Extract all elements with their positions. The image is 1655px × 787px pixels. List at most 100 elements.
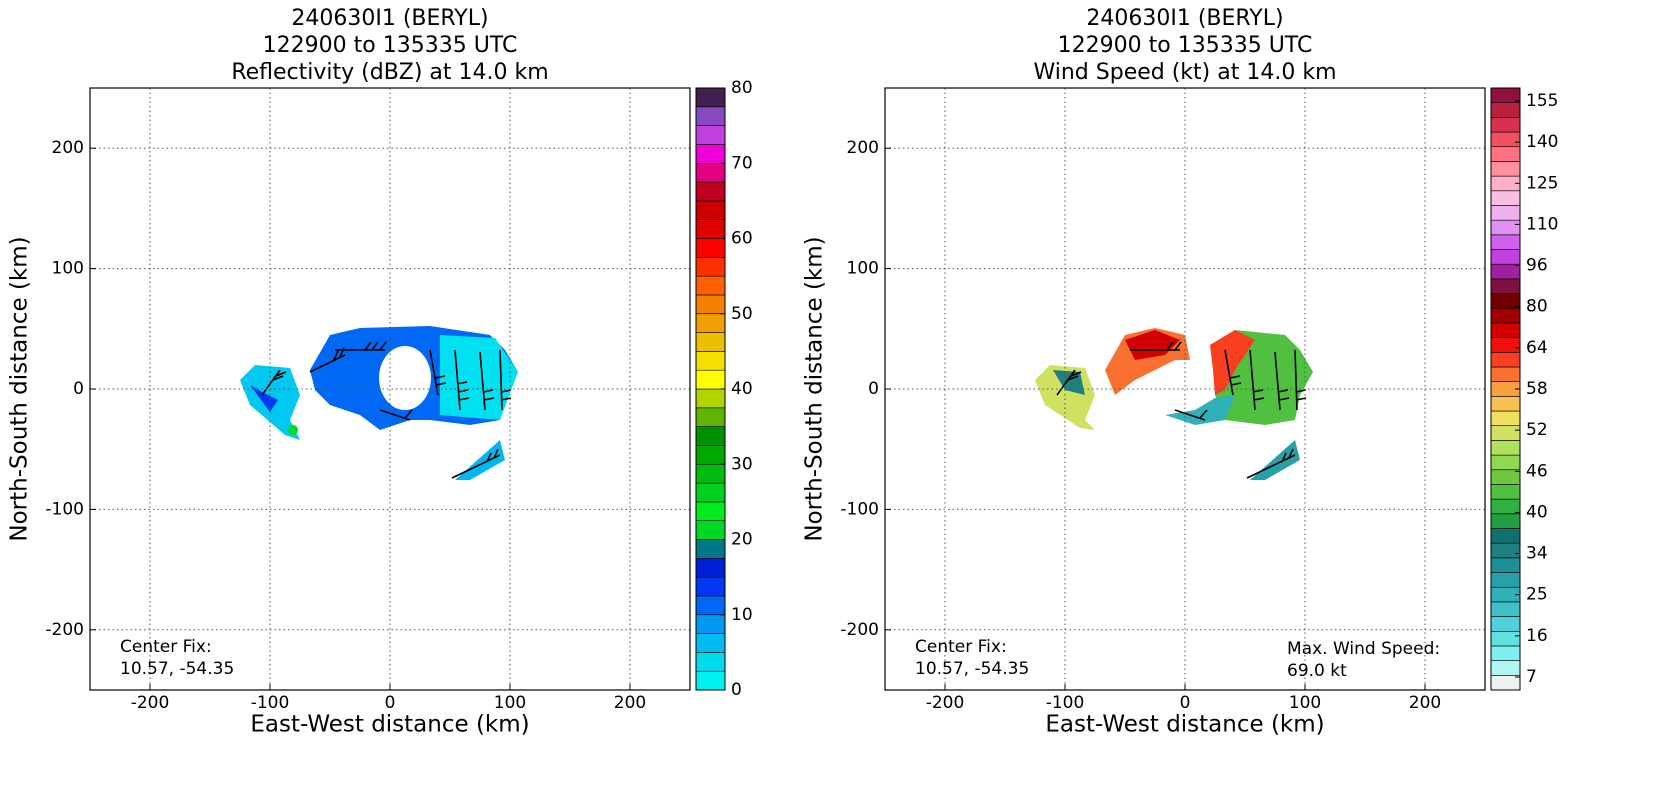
colorbar-bin [1490, 146, 1521, 162]
colorbar-bin [1490, 601, 1521, 617]
colorbar-tick-label: 80 [1526, 297, 1548, 317]
colorbar-bin [695, 576, 726, 597]
colorbar-bin [1490, 351, 1521, 368]
colorbar-bin [1490, 307, 1521, 324]
annotation: 10.57, -54.35 [120, 659, 234, 679]
colorbar-tick-label: 80 [731, 78, 753, 98]
colorbar-bin [1490, 616, 1521, 632]
colorbar-bin [1490, 234, 1521, 250]
colorbar-bin [1490, 572, 1521, 588]
colorbar-tick-label: 0 [731, 680, 742, 700]
colorbar-bin [1490, 293, 1521, 309]
colorbar-bin [695, 633, 726, 653]
annotation: Center Fix: [120, 637, 212, 657]
colorbar-bin [1490, 425, 1521, 441]
wind-barbs [261, 341, 1307, 479]
colorbar-bin [695, 670, 726, 691]
x-tick-label: -100 [251, 693, 290, 713]
colorbar-bin [1490, 660, 1521, 676]
colorbar-tick-label: 30 [731, 454, 753, 474]
y-tick-label: 200 [52, 138, 84, 158]
colorbar-bin [1490, 630, 1521, 647]
y-axis-label: North-South distance (km) [7, 236, 33, 541]
colorbar-bin [1490, 161, 1521, 177]
colorbar-bin [695, 388, 726, 409]
colorbar-bin [1490, 542, 1521, 559]
x-tick-label: -200 [926, 693, 965, 713]
colorbar-bin [1490, 469, 1521, 485]
x-tick-label: -200 [131, 693, 170, 713]
colorbar-tick-label: 25 [1526, 585, 1548, 605]
x-tick-label: -100 [1046, 693, 1085, 713]
colorbar-bin [1490, 528, 1521, 544]
colorbar-bin [1490, 366, 1521, 382]
colorbar-bin [1490, 87, 1521, 103]
chart-title: 240630I1 (BERYL) [1086, 6, 1283, 31]
colorbar-tick-label: 96 [1526, 256, 1548, 276]
colorbar-bin [695, 369, 726, 390]
x-tick-label: 0 [385, 693, 396, 713]
colorbar-bin [695, 275, 726, 296]
y-tick-label: -200 [45, 620, 84, 640]
colorbar-bin [1490, 498, 1521, 515]
colorbar-bin [695, 125, 726, 145]
y-tick-label: -200 [840, 620, 879, 640]
colorbar-bin [1490, 645, 1521, 661]
y-tick-label: 100 [847, 259, 879, 279]
colorbar-bin [695, 219, 726, 239]
colorbar-bin [695, 351, 726, 371]
colorbar-tick-label: 10 [731, 605, 753, 625]
colorbar-bin [1490, 454, 1521, 471]
colorbar-bin [695, 463, 726, 484]
colorbar-bin [1490, 513, 1521, 529]
colorbar-bin [1490, 322, 1521, 338]
colorbar-bin [695, 162, 726, 183]
colorbar-bin [695, 652, 726, 672]
x-tick-label: 0 [1180, 693, 1191, 713]
x-axis-label: East-West distance (km) [250, 712, 529, 738]
colorbar-bin [1490, 219, 1521, 236]
x-tick-label: 100 [494, 693, 526, 713]
colorbar-tick-label: 40 [731, 379, 753, 399]
y-tick-label: 100 [52, 259, 84, 279]
colorbar-tick-label: 70 [731, 153, 753, 173]
colorbar-tick-label: 60 [731, 229, 753, 249]
colorbar-bin [695, 501, 726, 521]
wind-field [1035, 328, 1313, 480]
colorbar-bin [1490, 396, 1521, 412]
chart-title: Reflectivity (dBZ) at 14.0 km [231, 60, 548, 85]
colorbar-bin [1490, 278, 1521, 294]
y-tick-label: 200 [847, 138, 879, 158]
y-tick-label: 0 [73, 379, 84, 399]
colorbar-bin [695, 294, 726, 315]
colorbar-bin [695, 614, 726, 634]
chart-title: Wind Speed (kt) at 14.0 km [1033, 60, 1336, 85]
colorbar-bin [695, 426, 726, 446]
colorbar-tick-label: 16 [1526, 626, 1548, 646]
colorbar-bin [695, 238, 726, 258]
colorbar-bin [695, 558, 726, 578]
colorbar-bin [1490, 205, 1521, 221]
annotation: Center Fix: [915, 637, 1007, 657]
x-tick-label: 200 [614, 693, 646, 713]
annotation: Max. Wind Speed: [1287, 639, 1440, 659]
colorbar-tick-label: 140 [1526, 132, 1558, 152]
colorbar-bin [695, 313, 726, 333]
y-tick-label: -100 [45, 499, 84, 519]
colorbar-tick-label: 155 [1526, 91, 1558, 111]
chart-title: 240630I1 (BERYL) [291, 6, 488, 31]
colorbar-bin [1490, 557, 1521, 573]
colorbar-bin [1490, 131, 1521, 148]
y-tick-label: 0 [868, 379, 879, 399]
colorbar-tick-label: 40 [1526, 502, 1548, 522]
colorbar-tick-label: 125 [1526, 173, 1558, 193]
colorbar-bin [1490, 190, 1521, 206]
colorbar-tick-label: 110 [1526, 214, 1558, 234]
colorbar-bin [695, 595, 726, 616]
colorbar-bin [695, 144, 726, 164]
colorbar-tick-label: 46 [1526, 461, 1548, 481]
colorbar-tick-label: 52 [1526, 420, 1548, 440]
x-axis-label: East-West distance (km) [1045, 712, 1324, 738]
plot-frame [89, 87, 691, 691]
